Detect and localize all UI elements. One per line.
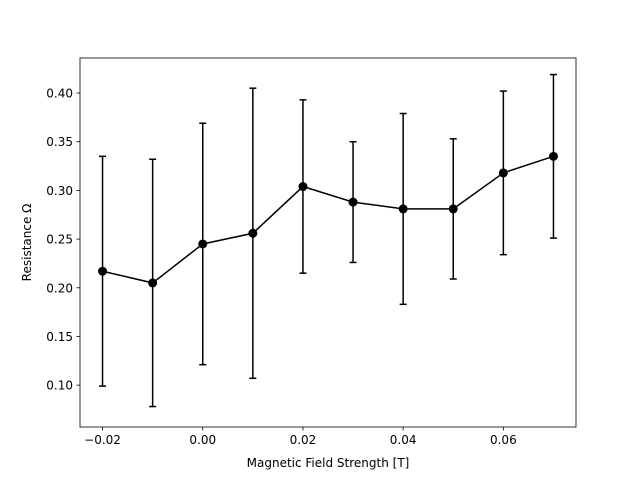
data-point: [148, 278, 158, 288]
plot-area: [98, 73, 558, 408]
data-point: [398, 204, 408, 214]
data-point: [298, 182, 308, 192]
data-point: [98, 266, 108, 276]
y-axis-label: Resistance Ω: [20, 204, 34, 282]
y-tick-label: 0.35: [46, 135, 73, 149]
axes-frame: [79, 57, 577, 428]
y-tick-label: 0.15: [46, 330, 73, 344]
y-tick-label: 0.25: [46, 233, 73, 247]
series-line: [102, 155, 554, 284]
y-tick-label: 0.10: [46, 379, 73, 393]
x-tick-label: 0.02: [290, 433, 317, 447]
y-tick-label: 0.20: [46, 281, 73, 295]
data-point: [498, 168, 508, 178]
data-point: [448, 204, 458, 214]
y-tick-label: 0.40: [46, 87, 73, 101]
data-point: [548, 151, 558, 161]
x-tick-label: 0.06: [490, 433, 517, 447]
x-tick-label: 0.04: [390, 433, 417, 447]
x-axis-label: Magnetic Field Strength [T]: [247, 456, 410, 470]
y-tick-label: 0.30: [46, 184, 73, 198]
data-point: [248, 228, 258, 238]
data-point: [198, 239, 208, 249]
y-axis-ticks: 0.10 0.15 0.20 0.25 0.30 0.35 0.40: [46, 87, 80, 393]
data-point: [348, 197, 358, 207]
x-tick-label: 0.00: [189, 433, 216, 447]
x-tick-label: −0.02: [84, 433, 121, 447]
x-axis-ticks: −0.02 0.00 0.02 0.04 0.06: [84, 427, 517, 447]
